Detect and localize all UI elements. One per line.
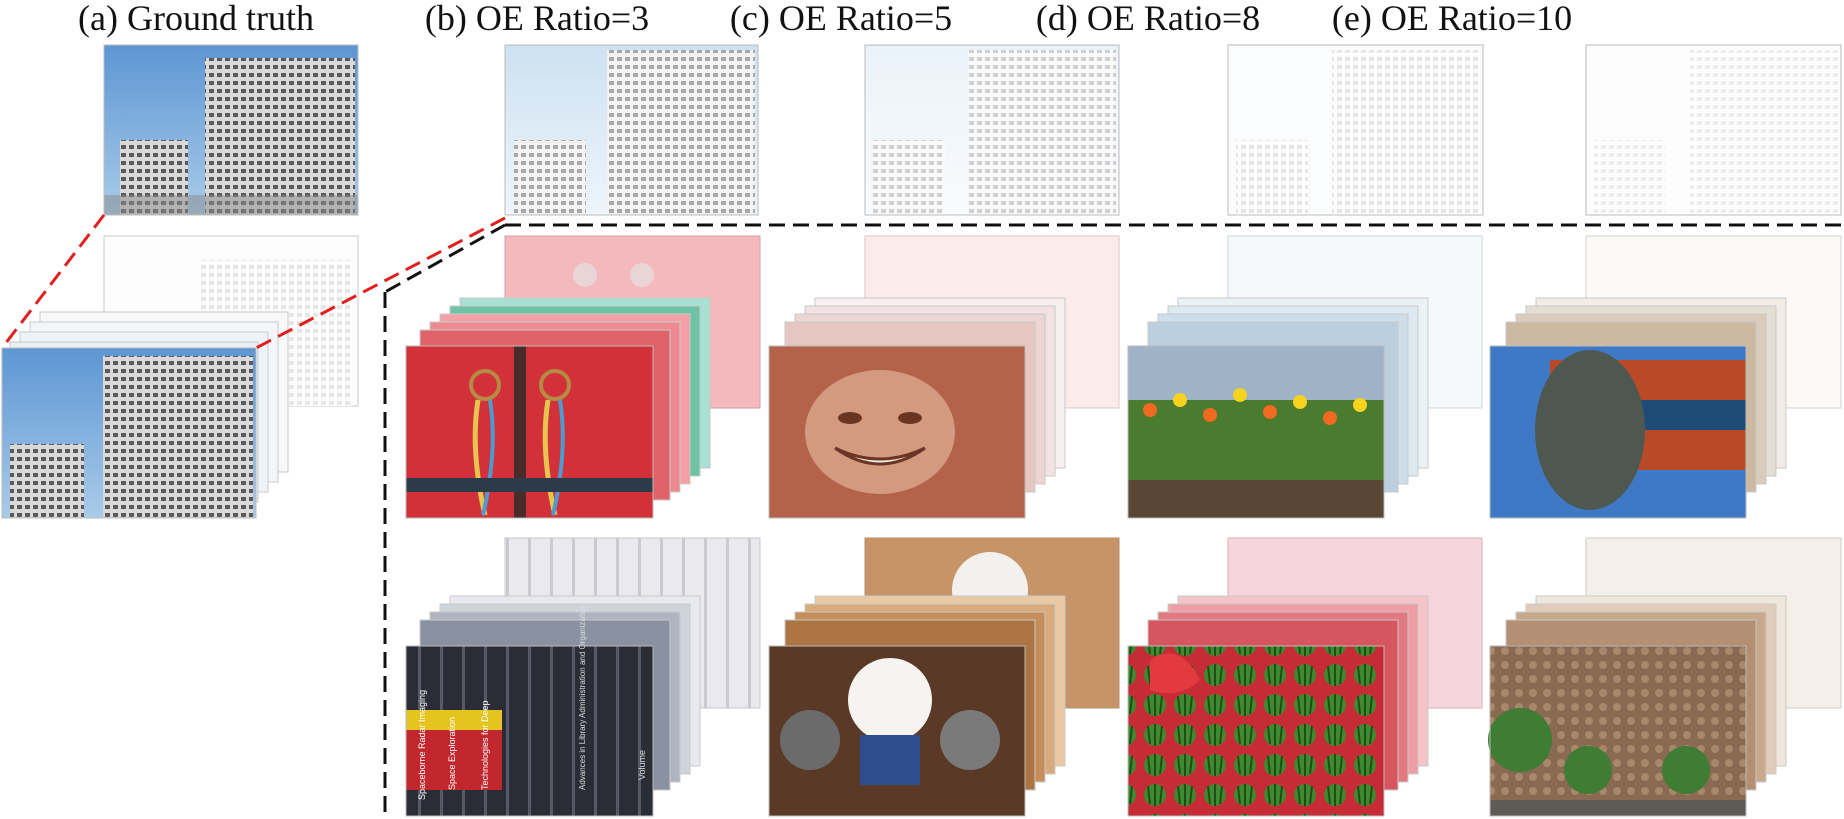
- title-oe-ratio-10: (e) OE Ratio=10: [1332, 0, 1572, 38]
- statue-stack: [768, 235, 1120, 519]
- building-oe3-image: [504, 44, 759, 216]
- books-stack: Spaceborne Radar Imaging Space Explorati…: [405, 537, 761, 817]
- lion-stack: [1489, 235, 1842, 519]
- flowers-front-image: [1127, 345, 1385, 519]
- books-front-image: Spaceborne Radar Imaging Space Explorati…: [405, 604, 654, 817]
- building-oe10-image: [1585, 44, 1842, 216]
- building-oe5-image: [864, 44, 1120, 216]
- title-oe-ratio-8: (d) OE Ratio=8: [1036, 0, 1260, 38]
- ground-truth-front-image: [1, 347, 257, 519]
- title-oe-ratio-5: (c) OE Ratio=5: [730, 0, 952, 38]
- book-spine-text-5: Advances in Library Administration and O…: [578, 604, 587, 790]
- building-oe8-image: [1227, 44, 1484, 216]
- plush-stack: [768, 537, 1120, 817]
- book-spine-text-2: Space Exploration: [447, 717, 457, 790]
- title-ground-truth: (a) Ground truth: [78, 0, 314, 38]
- relief-front-image: [1488, 645, 1747, 817]
- plush-front-image: [768, 645, 1026, 817]
- flowers-stack: [1127, 235, 1483, 519]
- door-front-image: [405, 345, 654, 519]
- lion-front-image: [1489, 345, 1747, 519]
- title-oe-ratio-3: (b) OE Ratio=3: [425, 0, 649, 38]
- book-spine-text-4: Volume: [637, 750, 647, 780]
- book-spine-text-3: Technologies for Deep: [480, 700, 490, 790]
- ground-truth-stack: [1, 235, 359, 519]
- relief-stack: [1488, 537, 1842, 817]
- melon-front-image: [1127, 645, 1385, 817]
- melon-stack: [1127, 537, 1483, 817]
- door-stack: [405, 235, 761, 519]
- statue-front-image: [768, 345, 1026, 519]
- book-spine-text-1: Spaceborne Radar Imaging: [417, 690, 427, 800]
- black-dashed-diagonal: [384, 223, 506, 294]
- red-projection-line-left: [0, 214, 106, 349]
- building-ground-truth-image: [103, 44, 359, 216]
